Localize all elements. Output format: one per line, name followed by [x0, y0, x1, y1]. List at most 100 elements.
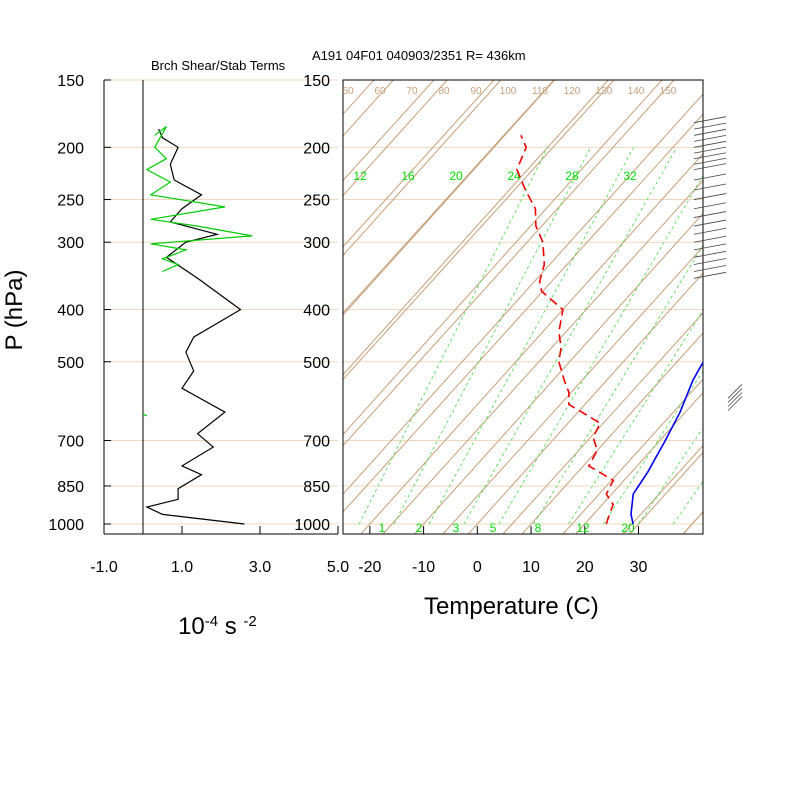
- isotherm-line: [628, 451, 703, 534]
- isotherm-line: [343, 80, 448, 197]
- skewt-y-tick-label: 200: [303, 140, 330, 157]
- mixing-ratio-label: 16: [401, 169, 415, 183]
- shear-series-line-2: [142, 413, 148, 417]
- isotherm-line: [0, 64, 247, 536]
- mixing-ratio-label: 32: [623, 169, 637, 183]
- mixing-ratio-bottom-label: 5: [490, 521, 497, 535]
- dry-adiabat-line: [343, 80, 675, 447]
- mixing-ratio-bottom-label: 3: [453, 521, 460, 535]
- y-axis-label: P (hPa): [1, 270, 28, 351]
- mixing-ratio-line: [568, 309, 703, 525]
- dry-adiabat-line: [343, 80, 615, 381]
- dry-adiabat-line: [682, 511, 703, 534]
- mixing-ratio-label: 12: [353, 169, 367, 183]
- isotherm-line: [343, 80, 556, 316]
- x-tick-label: -1.0: [90, 559, 118, 576]
- adiabat-label: 150: [660, 86, 677, 97]
- isotherm-line: [343, 80, 395, 137]
- isotherm-line: [0, 64, 300, 536]
- wind-barb: [693, 271, 727, 279]
- figure-labels: Brch Shear/Stab Terms A191 04F01 040903/2…: [1, 48, 599, 640]
- shear-series-line-0: [145, 128, 245, 525]
- isotherm-line: [521, 332, 703, 534]
- dewpoint-profile-line: [516, 134, 615, 525]
- dry-adiabat-line: [743, 70, 800, 534]
- x-tick-label: 1.0: [171, 559, 193, 576]
- mixing-ratio-line: [603, 370, 703, 525]
- wind-barb: [693, 173, 727, 181]
- mixing-ratio-label: 20: [449, 169, 463, 183]
- y-tick-label: 700: [57, 434, 84, 451]
- adiabat-label: 120: [564, 86, 581, 97]
- mixing-ratio-bottom-label: 1: [379, 521, 386, 535]
- wind-barb: [693, 128, 727, 136]
- wind-barb: [727, 392, 743, 407]
- dry-adiabat-line: [502, 312, 703, 534]
- wind-barb: [693, 163, 727, 171]
- isotherm-line: [467, 272, 703, 534]
- isotherm-line: [575, 391, 703, 534]
- temp-tick-label: 10: [522, 559, 540, 576]
- skewt-frame: [342, 79, 704, 535]
- units-mid: s: [218, 613, 243, 640]
- y-tick-label: 850: [57, 479, 84, 496]
- skewt-y-tick-label: 500: [303, 355, 330, 372]
- skewt-y-tick-label: 250: [303, 193, 330, 210]
- skewt-grid: [0, 64, 800, 536]
- wind-barb: [727, 388, 743, 403]
- skewt-profiles: [516, 134, 703, 525]
- mixing-ratio-bottom-label: 2: [416, 521, 423, 535]
- dry-adiabat-line: [562, 378, 703, 534]
- y-tick-label: 1000: [48, 517, 84, 534]
- wind-barb: [693, 258, 727, 265]
- adiabat-label: 100: [500, 86, 517, 97]
- isotherm-line: [343, 80, 663, 436]
- adiabat-label: 110: [532, 86, 548, 97]
- wind-barb: [693, 243, 727, 251]
- skewt-y-tick-label: 300: [303, 235, 330, 252]
- dry-adiabat-line: [622, 444, 703, 534]
- left-panel-title: Brch Shear/Stab Terms: [151, 58, 286, 73]
- temp-tick-label: 0: [473, 559, 482, 576]
- wind-barb: [693, 211, 727, 218]
- wind-barb: [693, 140, 727, 148]
- dry-adiabat-line: [0, 70, 323, 534]
- wind-barb: [727, 384, 743, 399]
- skewt-y-tick-label: 850: [303, 479, 330, 496]
- wind-barb: [693, 250, 727, 258]
- mixing-ratio-bottom-label: 12: [576, 521, 590, 535]
- x-tick-label: 3.0: [249, 559, 271, 576]
- x-axis-units-label: 10-4 s -2: [178, 613, 257, 641]
- temp-tick-label: 20: [576, 559, 594, 576]
- y-tick-label: 400: [57, 303, 84, 320]
- x-axis-label-temperature: Temperature (C): [424, 593, 599, 620]
- wind-barb: [693, 235, 727, 243]
- wind-barb: [693, 265, 727, 272]
- skewt-title: A191 04F01 040903/2351 R= 436km: [312, 48, 526, 63]
- mixing-ratio-bottom-label: 8: [535, 521, 542, 535]
- skewt-y-tick-label: 1000: [294, 517, 330, 534]
- wind-barb: [693, 183, 727, 191]
- units-exp1: -4: [205, 613, 218, 630]
- wind-barb: [693, 116, 727, 124]
- mixing-ratio-bottom-label: 20: [621, 521, 635, 535]
- units-base: 10: [178, 613, 205, 640]
- y-tick-label: 300: [57, 235, 84, 252]
- adiabat-label: 80: [438, 86, 450, 97]
- isotherm-line: [343, 80, 502, 257]
- skewt-y-tick-label: 150: [303, 73, 330, 90]
- dry-adiabat-line: [343, 80, 495, 248]
- wind-barb: [693, 152, 727, 160]
- wind-barb: [693, 146, 727, 154]
- adiabat-label: 130: [596, 86, 613, 97]
- dry-adiabat-line: [382, 179, 703, 534]
- y-tick-label: 200: [57, 140, 84, 157]
- isotherm-line: [360, 153, 703, 534]
- adiabat-label: 140: [628, 86, 645, 97]
- adiabat-label: 50: [342, 86, 354, 97]
- isotherm-line: [343, 80, 609, 376]
- dry-adiabat-line: [343, 80, 555, 314]
- isotherm-line: [343, 93, 703, 495]
- dry-adiabat-line: [343, 113, 703, 513]
- wind-barb: [693, 122, 727, 130]
